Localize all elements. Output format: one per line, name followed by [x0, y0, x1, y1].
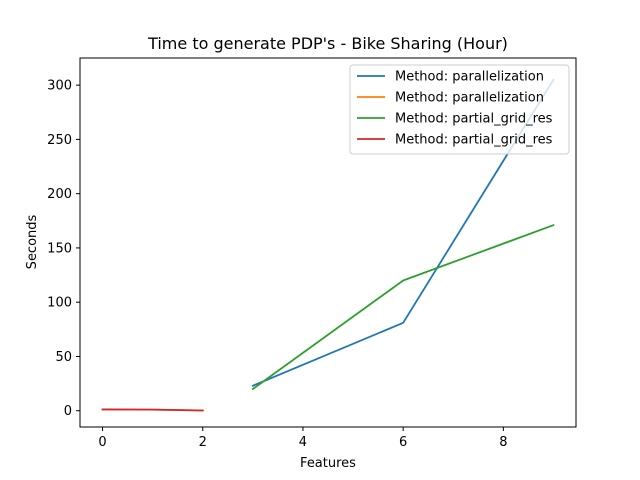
x-axis-label: Features: [300, 456, 356, 471]
y-tick-label: 300: [47, 79, 72, 94]
y-tick-label: 0: [64, 404, 72, 419]
series-layer: [101, 78, 555, 412]
x-tick-label: 8: [499, 435, 507, 450]
series-line-0: [251, 78, 555, 387]
y-tick-label: 200: [47, 187, 72, 202]
chart-title: Time to generate PDP's - Bike Sharing (H…: [147, 34, 508, 53]
legend-box: [349, 64, 570, 155]
legend-entry-2: Method: partial_grid_res: [395, 112, 553, 127]
plot-frame: [79, 57, 577, 428]
series-line-2: [251, 223, 555, 391]
x-axis: 0 2 4 6 8: [98, 427, 507, 450]
y-tick-label: 250: [47, 133, 72, 148]
y-axis: 0 50 100 150 200 250 300: [47, 79, 80, 419]
y-tick-label: 150: [47, 241, 72, 256]
series-line-3: [101, 408, 204, 412]
y-tick-label: 100: [47, 296, 72, 311]
legend-entry-1: Method: parallelization: [395, 91, 544, 106]
legend-entry-0: Method: parallelization: [395, 70, 544, 85]
x-tick-label: 0: [98, 435, 106, 450]
x-tick-label: 2: [199, 435, 207, 450]
x-tick-label: 6: [399, 435, 407, 450]
legend: Method: parallelization Method: paralleli…: [349, 64, 570, 155]
y-axis-label: Seconds: [25, 214, 40, 269]
legend-entry-3: Method: partial_grid_res: [395, 133, 553, 148]
x-tick-label: 4: [299, 435, 307, 450]
y-tick-label: 50: [55, 350, 72, 365]
